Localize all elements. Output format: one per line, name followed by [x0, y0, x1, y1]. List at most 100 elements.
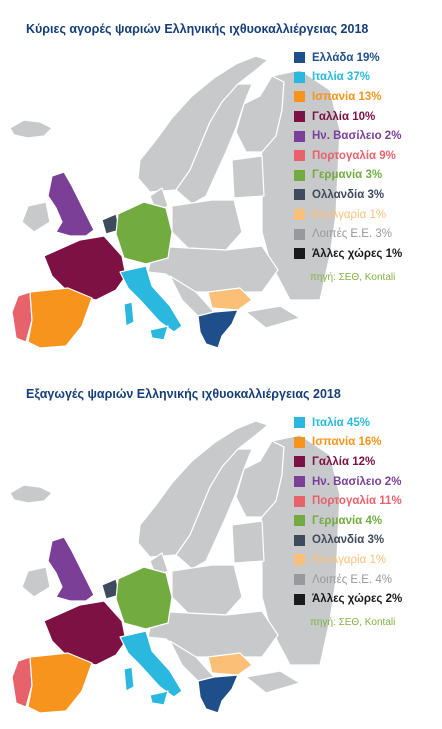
legend: Ιταλία 45% Ισπανία 16% Γαλλία 12% Ην. Βασίλ…: [294, 413, 402, 609]
region-poland: [171, 564, 243, 616]
source-note: πηγή: ΣΕΘ, Kontali: [310, 617, 396, 628]
legend-label: Ελλάδα 19%: [312, 51, 380, 64]
region-iceland: [9, 484, 53, 504]
legend-item: Ελλάδα 19%: [294, 48, 402, 68]
legend-swatch: [294, 593, 305, 605]
legend-item: Γαλλία 10%: [294, 107, 402, 127]
legend-swatch: [294, 189, 305, 201]
legend-item: Ην. Βασίλειο 2%: [294, 126, 402, 146]
region-ireland: [21, 201, 51, 233]
legend-swatch: [294, 150, 305, 162]
panel-title: Εξαγωγές ψαριών Ελληνικής ιχθυοκαλλιέργε…: [26, 387, 341, 401]
legend-swatch: [294, 554, 305, 566]
legend-item: Πορτογαλία 9%: [294, 146, 402, 166]
region-germany: [115, 566, 173, 630]
panel-main-markets: Κύριες αγορές ψαριών Ελληνικής ιχθυοκαλλ…: [0, 0, 442, 364]
region-baltics: [231, 155, 265, 199]
region-iceland: [9, 119, 53, 139]
panel-exports: Εξαγωγές ψαριών Ελληνικής ιχθυοκαλλιέργε…: [0, 365, 442, 729]
legend-swatch: [294, 52, 305, 64]
legend-swatch: [294, 130, 305, 142]
legend-label: Λοιπές Ε.Ε. 3%: [312, 228, 392, 241]
region-baltics: [231, 520, 265, 564]
legend-label: Γαλλία 12%: [312, 455, 376, 468]
legend-label: Ολλανδία 3%: [312, 188, 385, 201]
legend-item: Βουλγαρία 1%: [294, 550, 402, 570]
region-turkey: [245, 305, 301, 329]
region-poland: [171, 199, 243, 251]
legend-swatch: [294, 534, 305, 546]
region-east: [255, 434, 341, 666]
legend: Ελλάδα 19% Ιταλία 37% Ισπανία 13% Γαλλία 10…: [294, 48, 402, 264]
legend-label: Ην. Βασίλειο 2%: [312, 475, 402, 488]
legend-label: Γαλλία 10%: [312, 110, 376, 123]
legend-label: Γερμανία 3%: [312, 169, 383, 182]
region-italy: [119, 630, 183, 698]
legend-item: Γερμανία 3%: [294, 166, 402, 186]
region-italy: [119, 265, 183, 333]
region-sweden: [175, 83, 253, 205]
region-france: [43, 235, 127, 301]
legend-swatch: [294, 574, 305, 586]
region-sicily: [149, 325, 169, 341]
source-note: πηγή: ΣΕΘ, Kontali: [310, 272, 396, 283]
legend-item: Ιταλία 45%: [294, 413, 402, 433]
region-greece: [197, 309, 239, 349]
legend-swatch: [294, 91, 305, 103]
legend-item: Ολλανδία 3%: [294, 185, 402, 205]
panel-title: Κύριες αγορές ψαριών Ελληνικής ιχθυοκαλλ…: [26, 22, 369, 36]
region-sweden: [175, 448, 253, 570]
legend-label: Ην. Βασίλειο 2%: [312, 130, 402, 143]
legend-label: Βουλγαρία 1%: [312, 208, 387, 221]
legend-item: Λοιπές Ε.Ε. 4%: [294, 570, 402, 590]
legend-label: Άλλες χώρες 1%: [312, 247, 403, 260]
region-sicily: [149, 690, 169, 706]
legend-label: Βουλγαρία 1%: [312, 553, 387, 566]
europe-map: [9, 420, 341, 714]
region-germany: [115, 201, 173, 265]
legend-label: Ολλανδία 3%: [312, 534, 385, 547]
region-east: [255, 69, 341, 301]
region-turkey: [245, 670, 301, 694]
legend-item: Γερμανία 4%: [294, 511, 402, 531]
legend-label: Πορτογαλία 9%: [312, 149, 396, 162]
legend-item: Βουλγαρία 1%: [294, 205, 402, 225]
legend-label: Άλλες χώρες 2%: [312, 593, 403, 606]
legend-swatch: [294, 111, 305, 123]
legend-item: Ισπανία 13%: [294, 87, 402, 107]
legend-swatch: [294, 248, 305, 260]
region-uk: [47, 536, 95, 602]
region-ireland: [21, 566, 51, 598]
legend-item: Ην. Βασίλειο 2%: [294, 472, 402, 492]
region-central: [147, 610, 279, 658]
region-sardinia: [123, 666, 135, 692]
region-greece: [197, 674, 239, 714]
region-spain: [27, 287, 93, 349]
legend-label: Λοιπές Ε.Ε. 4%: [312, 573, 392, 586]
region-bulgaria: [207, 652, 253, 676]
legend-label: Ισπανία 13%: [312, 90, 382, 103]
legend-item: Γαλλία 12%: [294, 452, 402, 472]
legend-swatch: [294, 71, 305, 83]
legend-swatch: [294, 209, 305, 221]
legend-item: Ολλανδία 3%: [294, 531, 402, 551]
legend-item: Άλλες χώρες 1%: [294, 244, 402, 264]
legend-swatch: [294, 456, 305, 468]
legend-swatch: [294, 436, 305, 448]
legend-swatch: [294, 476, 305, 488]
legend-label: Ιταλία 37%: [312, 71, 370, 84]
legend-swatch: [294, 228, 305, 240]
legend-label: Γερμανία 4%: [312, 514, 383, 527]
legend-swatch: [294, 417, 305, 429]
region-sardinia: [123, 301, 135, 327]
region-france: [43, 600, 127, 666]
legend-label: Πορτογαλία 11%: [312, 495, 402, 508]
legend-label: Ιταλία 45%: [312, 416, 370, 429]
legend-item: Λοιπές Ε.Ε. 3%: [294, 224, 402, 244]
region-uk: [47, 171, 95, 237]
legend-label: Ισπανία 16%: [312, 436, 382, 449]
legend-item: Άλλες χώρες 2%: [294, 589, 402, 609]
europe-map: [9, 55, 341, 349]
region-bulgaria: [207, 287, 253, 311]
legend-swatch: [294, 515, 305, 527]
